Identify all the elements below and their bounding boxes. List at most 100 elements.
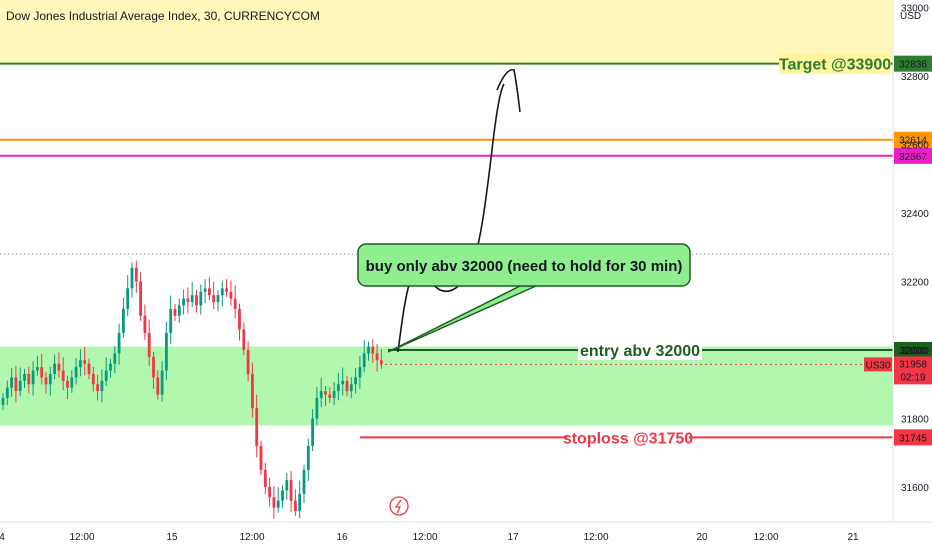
candle-body (126, 288, 130, 309)
candle-body (199, 291, 203, 306)
annotation-callout[interactable]: buy only abv 32000 (need to hold for 30 … (357, 243, 691, 287)
candle (371, 339, 375, 363)
candle (5, 380, 9, 406)
candle-body (79, 360, 82, 368)
candle (79, 348, 82, 377)
candle (40, 353, 44, 385)
candle-body (113, 353, 117, 364)
candle (298, 480, 302, 519)
projection-arrow-head (496, 68, 521, 113)
lightning-icon[interactable] (389, 496, 409, 516)
candle (139, 272, 142, 321)
candle-body (298, 493, 302, 511)
candle (380, 348, 383, 369)
candle (289, 470, 293, 513)
candle (74, 357, 78, 385)
candle (302, 464, 306, 504)
candle (246, 340, 250, 382)
candle-body (27, 373, 31, 385)
candle-body (371, 346, 375, 354)
candle (134, 260, 138, 293)
candle (272, 485, 276, 519)
candle (225, 279, 228, 297)
candle-body (272, 497, 276, 508)
candle-body (225, 288, 228, 292)
stoploss-label: stoploss @31750 (563, 430, 693, 447)
entry-price-tag-text: 32000 (899, 346, 927, 357)
candle-body (380, 360, 383, 364)
candle (324, 385, 327, 406)
candle-body (130, 267, 134, 289)
candle-body (195, 295, 198, 306)
candle (126, 274, 130, 317)
candle-body (53, 363, 56, 374)
candle-body (117, 332, 121, 354)
projection-arrow-path (397, 83, 505, 353)
candle (255, 394, 259, 458)
candle (349, 377, 353, 399)
candle (143, 304, 147, 341)
candle (341, 367, 345, 396)
candle (109, 358, 112, 378)
candle (165, 321, 168, 380)
candle-body (345, 380, 349, 392)
candle (242, 322, 246, 356)
candle (199, 284, 203, 315)
candle (276, 487, 280, 513)
candle (195, 290, 198, 313)
candle (362, 340, 366, 373)
current-price-tag (894, 356, 932, 385)
price-tick-label: 31600 (901, 483, 929, 494)
candle-body (87, 363, 91, 374)
candle (203, 279, 207, 304)
time-tick-label: 12:00 (69, 532, 94, 543)
candle-body (177, 305, 181, 316)
candle (358, 355, 362, 389)
candle-body (134, 267, 138, 282)
candle-body (354, 377, 357, 385)
candle-body (251, 373, 254, 409)
candle-body (40, 367, 44, 378)
candle-body (259, 445, 263, 470)
candle-body (169, 308, 173, 333)
candle-body (10, 377, 13, 388)
candle-body (122, 308, 125, 333)
candle-body (14, 377, 18, 392)
annotation-text: buy only abv 32000 (need to hold for 30 … (366, 258, 683, 275)
candle-body (375, 353, 379, 361)
price-tick-label: 32600 (901, 141, 929, 152)
candle (337, 372, 340, 401)
candle-body (242, 329, 246, 350)
candle (251, 362, 254, 418)
candle (328, 387, 332, 404)
stoploss-price-tag-text: 31745 (899, 433, 927, 444)
candle-body (337, 384, 340, 392)
time-tick-label: 20 (696, 532, 708, 543)
symbol-title: Dow Jones Industrial Average Index, 30, … (6, 9, 320, 23)
current-symbol-tag (864, 357, 892, 372)
candle-body (44, 377, 48, 385)
candle (61, 357, 65, 391)
candle-body (276, 500, 280, 508)
candle-body (74, 367, 78, 378)
candle (268, 477, 271, 507)
time-tick-label: 12:00 (412, 532, 437, 543)
candle-body (61, 370, 65, 381)
candle (152, 351, 155, 389)
time-axis[interactable]: 4 12:00 15 12:00 16 12:00 17 12:00 20 12:00 21 (0, 521, 932, 543)
levels-layer: 32836 Target @33900 32614 32567 32000 entry a… (0, 53, 932, 448)
candle-body (23, 373, 26, 381)
candle-body (143, 315, 147, 333)
candle-body (36, 367, 39, 371)
candle-body (173, 308, 177, 316)
candle-body (302, 469, 306, 494)
candle (208, 277, 211, 301)
candle-body (362, 353, 366, 368)
candle-body (139, 281, 142, 316)
candle-body (238, 308, 241, 330)
candle-body (208, 288, 211, 296)
current-symbol-text: US30 (865, 360, 890, 371)
price-tick-label: 32000 (901, 346, 929, 357)
price-axis[interactable]: 31600 31800 32000 32200 32400 32600 32800 33000 (892, 0, 929, 522)
